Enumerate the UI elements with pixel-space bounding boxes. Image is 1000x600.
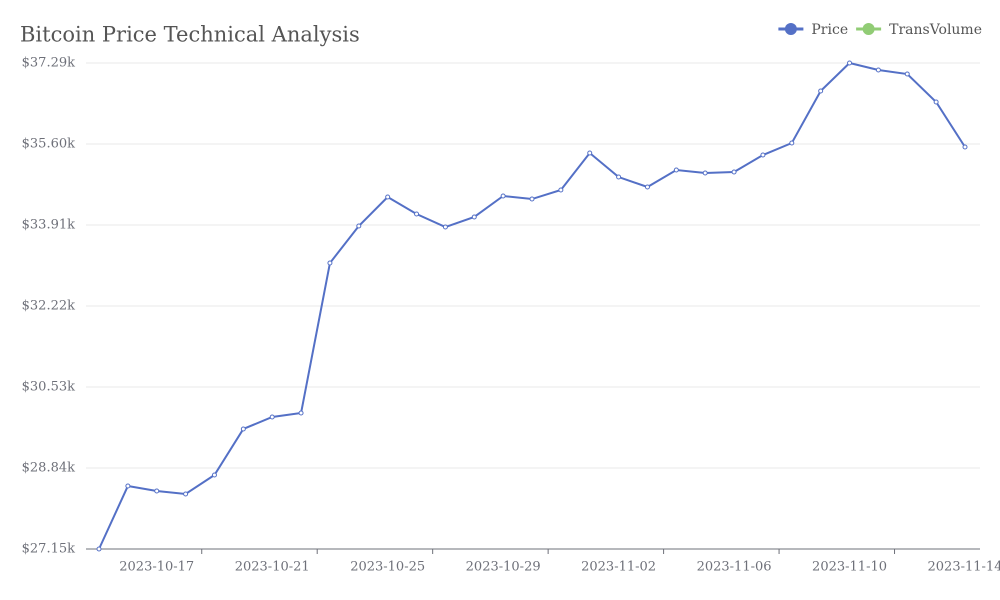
legend-swatch [862, 23, 875, 35]
point [616, 174, 622, 180]
point [500, 193, 506, 199]
point [731, 169, 737, 175]
point [904, 71, 910, 77]
point [673, 167, 679, 173]
point [847, 60, 853, 66]
point [183, 491, 189, 497]
y-tick-label: $35.60k [22, 137, 75, 152]
point [789, 140, 795, 146]
point [327, 260, 333, 266]
x-tick-label: 2023-11-10 [812, 560, 887, 575]
y-tick-label: $33.91k [22, 218, 75, 233]
point [298, 410, 304, 416]
point [414, 211, 420, 217]
point [875, 67, 881, 73]
point [933, 99, 939, 105]
point [356, 223, 362, 229]
y-tick-label: $37.29k [22, 56, 75, 71]
point [529, 196, 535, 202]
y-tick-label: $30.53k [22, 380, 75, 395]
x-tick-label: 2023-11-02 [581, 560, 656, 575]
point [644, 184, 650, 190]
legend-label: Price [811, 22, 848, 38]
y-tick-label: $28.84k [22, 461, 75, 476]
x-tick-label: 2023-11-14 [928, 560, 1000, 575]
x-tick-label: 2023-11-06 [697, 560, 772, 575]
point [125, 483, 131, 489]
legend-swatch [784, 23, 797, 35]
point [269, 414, 275, 420]
point [558, 187, 564, 193]
x-tick-label: 2023-10-17 [119, 560, 194, 575]
point [818, 88, 824, 94]
point [96, 546, 102, 552]
y-tick-label: $27.15k [22, 542, 75, 557]
x-tick-label: 2023-10-21 [235, 560, 310, 575]
point [154, 488, 160, 494]
legend-label: TransVolume [889, 22, 982, 38]
x-tick-label: 2023-10-29 [466, 560, 541, 575]
point [471, 214, 477, 220]
point [760, 152, 766, 158]
point [702, 170, 708, 176]
point [587, 150, 593, 156]
x-tick-label: 2023-10-25 [350, 560, 425, 575]
point [211, 472, 217, 478]
point [442, 224, 448, 230]
y-tick-label: $32.22k [22, 299, 75, 314]
point [240, 426, 246, 432]
point [385, 194, 391, 200]
chart-title: Bitcoin Price Technical Analysis [20, 23, 360, 47]
point [962, 144, 968, 150]
